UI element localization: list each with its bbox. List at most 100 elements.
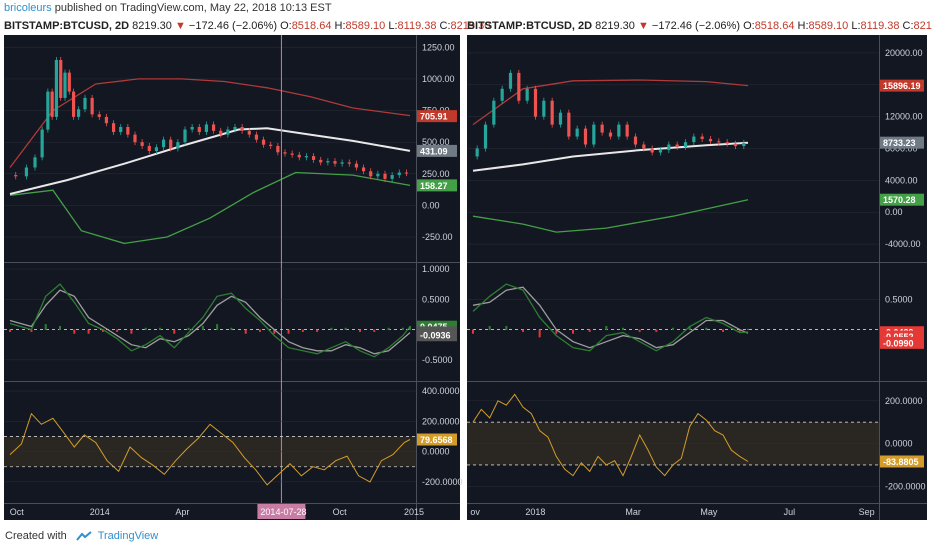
left-candle bbox=[133, 134, 137, 143]
left-price-badge-1-bg bbox=[417, 144, 457, 157]
left-candle bbox=[76, 109, 81, 117]
left-macd-histogram-bar bbox=[173, 329, 176, 334]
right-candle bbox=[525, 88, 529, 101]
right-macd-histogram-bar bbox=[522, 329, 524, 332]
left-macd-histogram-bar bbox=[101, 329, 104, 332]
right-price-badge-2-bg bbox=[880, 193, 924, 206]
left-candle bbox=[304, 156, 309, 158]
left-candle bbox=[269, 144, 273, 146]
left-candle bbox=[376, 173, 380, 177]
right-price-tick-label: 20000.00 bbox=[885, 48, 923, 58]
left-macd-badge-2-bg bbox=[417, 329, 457, 342]
right-candle bbox=[558, 112, 563, 125]
left-candle bbox=[14, 175, 18, 177]
author-link[interactable]: bricoleurs bbox=[4, 2, 52, 14]
left-candle bbox=[63, 72, 67, 98]
left-candle bbox=[126, 127, 130, 135]
right-close-label: C: bbox=[902, 20, 914, 32]
left-symbol: BITSTAMP:BTCUSD, 2D bbox=[4, 20, 130, 32]
left-candle bbox=[276, 145, 280, 153]
right-open: 8518.64 bbox=[754, 20, 795, 32]
right-macd-histogram-bar bbox=[688, 325, 691, 331]
right-candle bbox=[575, 128, 579, 137]
right-candle bbox=[567, 112, 571, 137]
right-candle bbox=[608, 132, 613, 137]
right-lower-band-line bbox=[472, 199, 749, 233]
left-candle bbox=[333, 161, 337, 164]
left-cci-tick-label: 200.0000 bbox=[422, 416, 460, 426]
right-cci-tick-label: -200.0000 bbox=[885, 481, 926, 491]
right-symbol: BITSTAMP:BTCUSD, 2D bbox=[467, 20, 593, 32]
left-candle bbox=[54, 59, 59, 117]
left-candle bbox=[140, 142, 144, 146]
right-low-label: L: bbox=[851, 20, 861, 32]
left-candle bbox=[204, 124, 209, 133]
left-candle bbox=[90, 97, 94, 115]
left-high: 8589.10 bbox=[345, 20, 386, 32]
left-candle bbox=[119, 127, 123, 133]
left-candle bbox=[211, 124, 216, 131]
right-candle bbox=[533, 88, 538, 117]
right-candle bbox=[500, 88, 504, 101]
left-macd-histogram-bar bbox=[187, 327, 190, 331]
left-cci-badge-0: 79.6568 bbox=[420, 435, 453, 445]
right-macd-histogram-bar bbox=[722, 329, 724, 332]
left-macd-histogram-bar bbox=[30, 329, 33, 332]
right-macd-badge-2: -0.0990 bbox=[883, 338, 914, 348]
right-candle bbox=[483, 124, 488, 149]
left-candle bbox=[24, 167, 29, 177]
left-price-badge-2: 158.27 bbox=[420, 181, 448, 191]
left-candle bbox=[297, 154, 301, 158]
left-candle bbox=[354, 163, 359, 168]
left-candle bbox=[261, 139, 266, 145]
right-macd-histogram-bar bbox=[588, 329, 591, 332]
left-candle bbox=[233, 127, 237, 130]
left-macd-histogram-bar bbox=[387, 327, 390, 331]
left-macd-histogram-bar bbox=[344, 327, 347, 331]
right-macd-histogram-bar bbox=[747, 328, 749, 331]
right-price-tick-label: 4000.00 bbox=[885, 175, 918, 185]
left-price-tick-label: 1250.00 bbox=[422, 42, 455, 52]
right-time-tick-label: Mar bbox=[625, 507, 641, 517]
left-macd-histogram-bar bbox=[359, 329, 361, 332]
left-low-label: L: bbox=[388, 20, 398, 32]
left-macd-signal-line bbox=[9, 289, 411, 355]
left-candle bbox=[190, 127, 194, 130]
left-macd-histogram-bar bbox=[201, 325, 204, 331]
left-candle bbox=[147, 145, 151, 152]
left-macd-histogram-bar bbox=[73, 329, 76, 334]
left-middle-line bbox=[9, 127, 411, 195]
left-macd-tick-label: -0.5000 bbox=[422, 355, 453, 365]
tradingview-link[interactable]: TradingView bbox=[97, 530, 159, 542]
right-candle bbox=[700, 136, 704, 139]
right-high-label: H: bbox=[797, 20, 809, 32]
left-time-tick-label: Oct bbox=[333, 507, 348, 517]
left-change: −172.46 (−2.06%) bbox=[188, 20, 277, 32]
left-close-label: C: bbox=[439, 20, 451, 32]
left-macd-badge-2: -0.0936 bbox=[420, 331, 451, 341]
right-macd-histogram-bar bbox=[555, 329, 558, 334]
left-cci-badge-0-bg bbox=[417, 433, 457, 446]
left-candle bbox=[361, 167, 366, 172]
left-macd-histogram-bar bbox=[330, 327, 333, 331]
right-candle bbox=[475, 148, 479, 157]
charts-canvas[interactable]: 1250.001000.00750.00500.00250.000.00-250… bbox=[0, 35, 932, 522]
right-cci-badge-0-bg bbox=[880, 455, 924, 468]
left-candle bbox=[71, 91, 76, 117]
left-candle bbox=[83, 97, 87, 110]
left-macd-histogram-bar bbox=[116, 329, 119, 332]
left-macd-histogram-bar bbox=[301, 329, 304, 332]
left-macd-line bbox=[9, 283, 411, 358]
left-candle bbox=[50, 91, 54, 117]
left-high-label: H: bbox=[334, 20, 346, 32]
right-candle bbox=[542, 100, 546, 117]
left-macd-histogram-bar bbox=[44, 324, 47, 331]
right-cci-badge-0: -83.8805 bbox=[883, 457, 919, 467]
right-price-badge-0: 15896.19 bbox=[883, 81, 921, 91]
left-time-tick-label: Apr bbox=[175, 507, 189, 517]
left-candle bbox=[154, 147, 159, 152]
down-arrow-icon: ▼ bbox=[637, 20, 649, 32]
left-macd-histogram-bar bbox=[144, 327, 147, 331]
left-price-tick-label: -250.00 bbox=[422, 232, 453, 242]
left-time-tick-label: 2014 bbox=[90, 507, 110, 517]
